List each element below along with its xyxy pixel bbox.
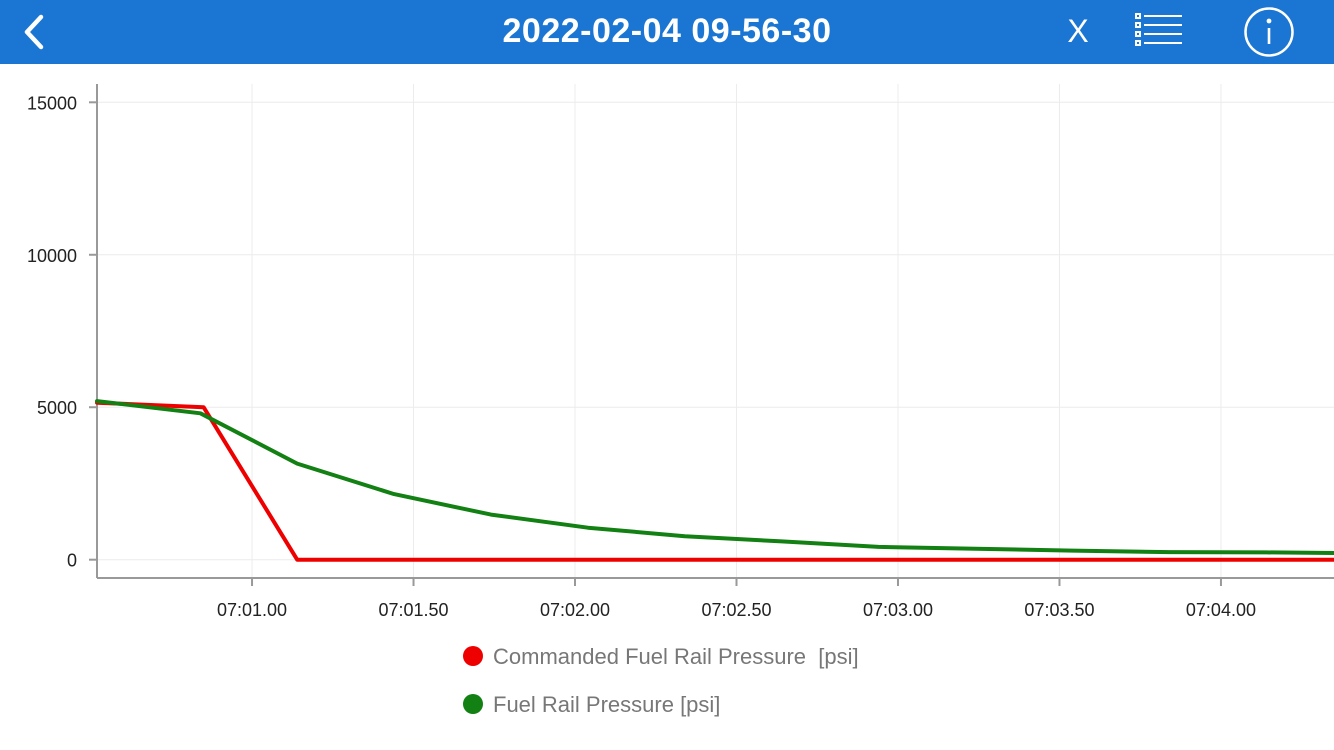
x-tick-label: 07:01.00 (217, 600, 287, 620)
y-tick-label: 15000 (27, 93, 77, 113)
grid (97, 84, 1334, 578)
info-button[interactable] (1243, 6, 1295, 58)
legend-label-1: Commanded Fuel Rail Pressure [psi] (493, 644, 859, 669)
series-line-2 (95, 399, 1334, 555)
info-icon (1244, 7, 1294, 57)
top-bar: 2022-02-04 09-56-30 X (0, 0, 1334, 64)
x-tick-label: 07:02.50 (701, 600, 771, 620)
back-button[interactable] (14, 10, 58, 54)
legend: Commanded Fuel Rail Pressure [psi] Fuel R… (463, 644, 859, 717)
x-tick-label: 07:03.00 (863, 600, 933, 620)
series-line-1 (95, 400, 1334, 562)
legend-marker-2 (463, 694, 483, 714)
y-tick-label: 10000 (27, 246, 77, 266)
x-tick-label: 07:04.00 (1186, 600, 1256, 620)
chevron-left-icon (24, 14, 44, 50)
close-button[interactable]: X (1067, 13, 1089, 49)
x-tick-label: 07:01.50 (378, 600, 448, 620)
axes: 0 5000 10000 15000 07:01.00 07:01.50 07:02.00 0… (27, 84, 1334, 620)
y-tick-label: 0 (67, 551, 77, 571)
x-tick-label: 07:02.00 (540, 600, 610, 620)
x-tick-label: 07:03.50 (1024, 600, 1094, 620)
series (95, 399, 1334, 562)
list-icon (1135, 13, 1182, 46)
y-tick-label: 5000 (37, 398, 77, 418)
legend-marker-1 (463, 646, 483, 666)
legend-label-2: Fuel Rail Pressure [psi] (493, 692, 720, 717)
list-button[interactable] (1132, 10, 1186, 54)
line-chart: 0 5000 10000 15000 07:01.00 07:01.50 07:02.00 0… (27, 84, 1334, 717)
